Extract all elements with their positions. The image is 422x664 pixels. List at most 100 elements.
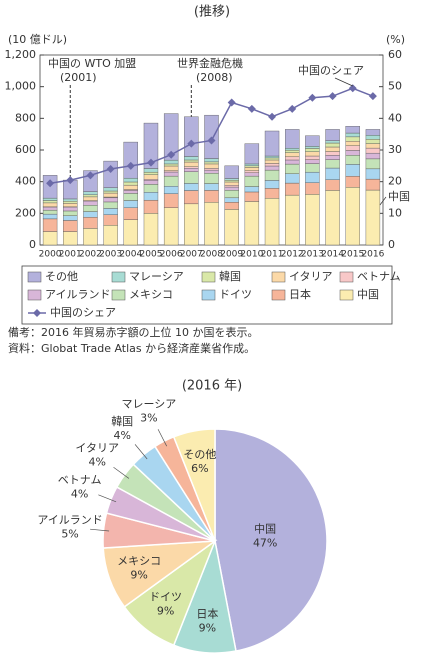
slice-label: マレーシア: [122, 397, 177, 410]
legend-label: その他: [45, 270, 78, 283]
annotation: 中国の WTO 加盟: [48, 57, 136, 70]
bar-segment: [184, 171, 199, 184]
chart-title: (推移): [194, 5, 230, 20]
x-tick-label: 2004: [119, 250, 142, 260]
bar-segment: [184, 159, 199, 163]
bar-segment: [345, 126, 360, 134]
bar-segment: [345, 164, 360, 177]
bar-segment: [365, 143, 381, 149]
x-tick-label: 2002: [79, 250, 102, 260]
bar-segment: [143, 168, 159, 173]
bar-segment: [143, 171, 159, 175]
bar-segment: [325, 151, 340, 156]
bar-segment: [285, 159, 300, 165]
bar-segment: [63, 210, 78, 216]
bar-segment: [325, 179, 340, 191]
bar-segment: [224, 190, 239, 199]
bar-segment: [204, 169, 219, 174]
bar-segment: [204, 202, 219, 246]
bar-segment: [123, 177, 138, 183]
bar-segment: [143, 174, 159, 180]
bar-segment: [305, 135, 320, 147]
y-tick-label: 200: [15, 206, 36, 219]
bar-segment: [244, 186, 260, 193]
bar-segment: [63, 206, 78, 212]
bar-segment: [204, 173, 219, 184]
bar-segment: [143, 122, 159, 169]
bar-segment: [325, 159, 340, 169]
bar-segment: [264, 159, 280, 164]
bar-segment: [285, 182, 300, 196]
bar-segment: [83, 196, 98, 201]
slice-label: 韓国: [111, 415, 133, 428]
legend-label: ドイツ: [219, 288, 252, 301]
bar-segment: [285, 163, 300, 174]
bar-segment: [63, 201, 78, 204]
bar-segment: [103, 225, 118, 246]
share-marker: [288, 104, 297, 113]
legend-swatch: [27, 289, 42, 301]
bar-segment: [244, 167, 260, 171]
y2-tick-label: 40: [388, 111, 402, 124]
x-tick-label: 2016: [361, 250, 384, 260]
note: 備考：2016 年貿易赤字額の上位 10 か国を表示。: [8, 325, 258, 339]
x-tick-label: 2009: [220, 250, 243, 260]
bar-segment: [365, 189, 381, 246]
bar-segment: [365, 147, 381, 154]
bar-segment: [264, 169, 280, 181]
bar-segment: [42, 202, 58, 208]
slice-value: 4%: [88, 455, 105, 468]
annotation-leader: [379, 196, 387, 206]
bar-segment: [244, 175, 260, 187]
bar-segment: [184, 156, 199, 161]
bar-segment: [224, 202, 239, 210]
bar-segment: [63, 203, 78, 208]
bar-segment: [285, 149, 300, 153]
bar-segment: [345, 136, 360, 142]
share-marker: [126, 161, 135, 170]
bar-segment: [103, 201, 118, 209]
legend-swatch: [201, 271, 216, 283]
label-leader: [157, 429, 168, 447]
bar-segment: [325, 142, 340, 148]
bar-segment: [184, 203, 199, 246]
bar-segment: [224, 178, 239, 181]
bar-segment: [264, 157, 280, 161]
bar-segment: [63, 220, 78, 232]
bar-segment: [244, 143, 260, 165]
y2-tick-label: 30: [388, 143, 402, 156]
bar-segment: [244, 201, 260, 246]
bar-segment: [42, 209, 58, 215]
slice-label: イタリア: [75, 441, 119, 454]
bar-segment: [345, 150, 360, 156]
bar-segment: [83, 194, 98, 198]
bar-segment: [224, 197, 239, 203]
x-tick-label: 2001: [59, 250, 82, 260]
bar-segment: [184, 166, 199, 169]
bar-segment: [285, 148, 300, 151]
bar-segment: [163, 193, 179, 208]
bar-segment: [163, 207, 179, 246]
bar-segment: [305, 171, 320, 183]
bar-segment: [305, 194, 320, 246]
bar-segment: [103, 190, 118, 194]
slice-value: 4%: [71, 487, 88, 500]
bar-segment: [224, 186, 239, 191]
bar-segment: [83, 211, 98, 218]
x-tick-label: 2000: [39, 250, 62, 260]
bar-segment: [345, 141, 360, 146]
y-axis-label: (10 億ドル): [8, 33, 67, 46]
slice-label: アイルランド: [37, 513, 102, 526]
bar-segment: [224, 165, 239, 179]
slice-label: 中国: [254, 522, 276, 535]
bar-segment: [325, 129, 340, 141]
bar-segment: [42, 200, 58, 204]
bar-segment: [63, 215, 78, 221]
share-marker: [86, 171, 95, 180]
bar-segment: [42, 206, 58, 211]
slice-value: 9%: [130, 568, 147, 581]
x-tick-label: 2007: [180, 250, 203, 260]
slice-label: その他: [183, 448, 216, 461]
bar-segment: [143, 192, 159, 201]
bar-segment: [204, 163, 219, 169]
